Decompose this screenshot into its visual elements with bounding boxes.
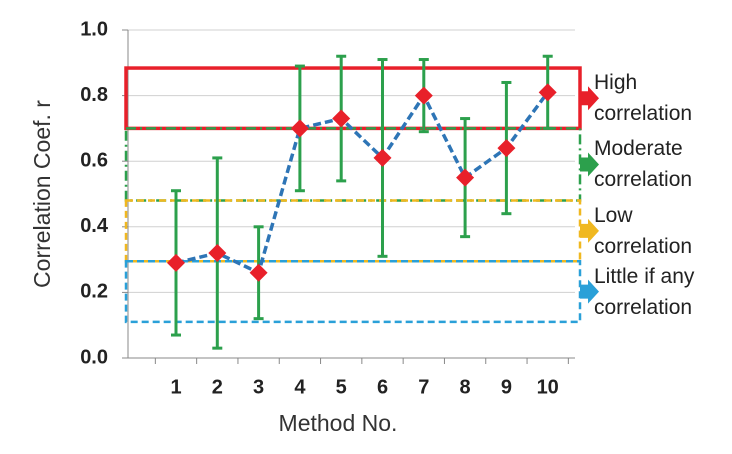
x-tick-label: 2 <box>212 376 223 398</box>
x-tick-label: 9 <box>501 376 512 398</box>
y-axis-title: Correlation Coef. r <box>29 100 55 288</box>
data-marker <box>208 244 227 263</box>
data-marker <box>456 168 475 187</box>
correlation-band <box>124 66 582 131</box>
band-label: Low correlation <box>594 203 693 258</box>
x-tick-label: 5 <box>336 376 347 398</box>
data-marker <box>290 119 309 138</box>
x-tick-label: 4 <box>294 376 306 398</box>
band-label: High correlation <box>594 71 693 126</box>
data-marker <box>414 86 433 105</box>
y-tick-label: 0.4 <box>80 215 109 237</box>
data-line <box>175 91 550 276</box>
band-label: Moderate correlation <box>594 137 693 192</box>
data-marker <box>373 148 392 167</box>
band-arrow <box>580 218 599 243</box>
y-tick-label: 0.8 <box>80 84 108 106</box>
correlation-band <box>124 127 582 202</box>
band-arrow <box>580 152 599 177</box>
correlation-band <box>124 199 582 263</box>
y-tick-label: 0.0 <box>80 346 108 368</box>
data-marker <box>332 109 351 128</box>
x-tick-label: 10 <box>537 376 559 398</box>
correlation-band <box>124 259 582 324</box>
x-tick-label: 3 <box>253 376 264 398</box>
y-tick-label: 0.2 <box>80 281 108 303</box>
y-tick-label: 0.6 <box>80 149 108 171</box>
data-marker <box>249 263 268 282</box>
x-axis-title: Method No. <box>279 410 398 436</box>
band-label: Little if any correlation <box>594 264 695 319</box>
x-tick-label: 7 <box>418 376 429 398</box>
y-tick-label: 1.0 <box>80 18 108 40</box>
data-marker <box>497 139 516 158</box>
band-arrow <box>580 86 599 111</box>
x-tick-label: 6 <box>377 376 388 398</box>
band-arrow <box>580 279 599 304</box>
data-marker <box>167 253 185 272</box>
x-tick-label: 8 <box>460 376 471 398</box>
x-tick-label: 1 <box>170 376 181 398</box>
data-marker <box>538 83 557 102</box>
